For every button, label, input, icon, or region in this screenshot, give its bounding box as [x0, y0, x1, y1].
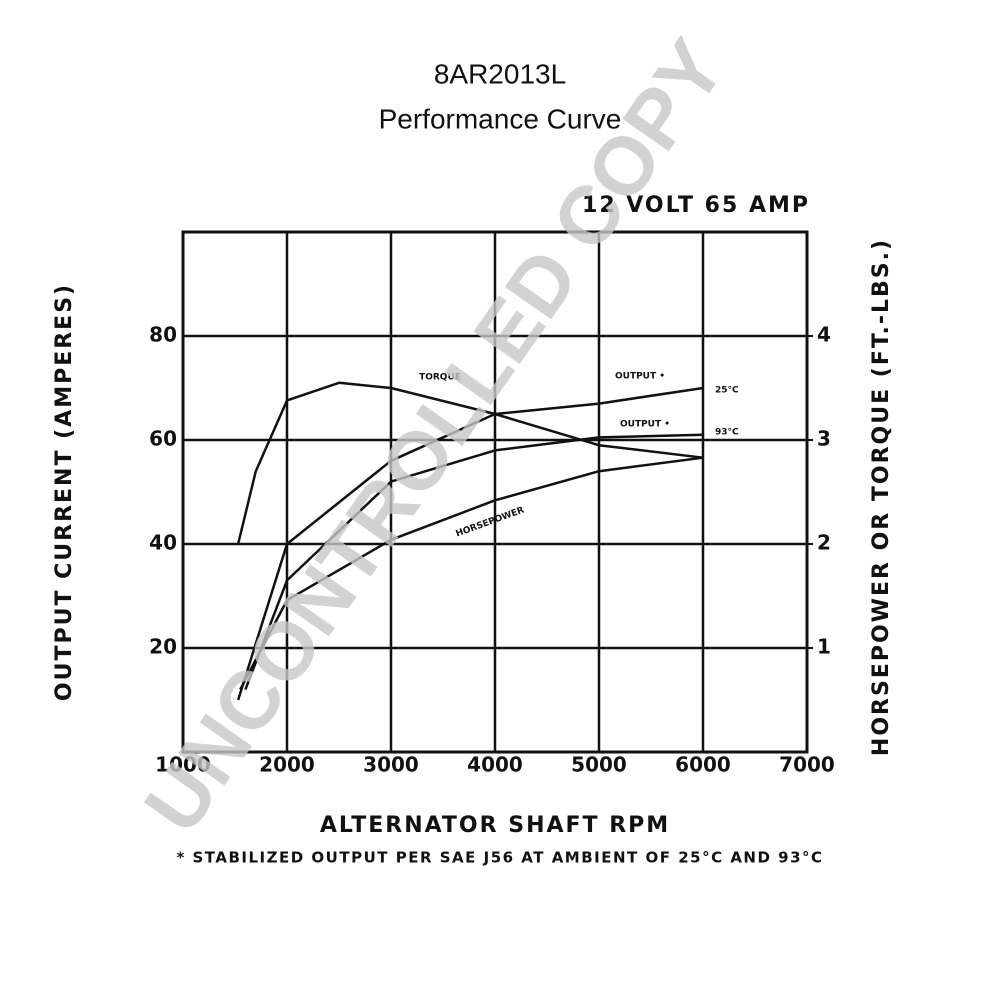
x-tick-label: 5000: [571, 753, 627, 777]
x-tick-label: 4000: [467, 753, 523, 777]
y-axis-label: OUTPUT CURRENT (AMPERES): [52, 283, 77, 701]
footnote: * STABILIZED OUTPUT PER SAE J56 AT AMBIE…: [176, 849, 823, 867]
x-tick-label: 1000: [155, 753, 211, 777]
rating: 12 VOLT 65 AMP: [582, 193, 810, 218]
x-tick-label: 2000: [259, 753, 315, 777]
series-line: [236, 386, 704, 701]
x-tick-label: 6000: [675, 753, 731, 777]
series-line: [244, 433, 704, 691]
y2-tick-label: 3: [817, 427, 831, 451]
series-label: OUTPUT •: [615, 372, 665, 382]
series-line: [239, 456, 704, 691]
annotation: 25°C: [715, 386, 739, 396]
annotation: 93°C: [715, 428, 739, 438]
y-tick-label: 80: [149, 323, 177, 347]
x-tick-label: 7000: [779, 753, 835, 777]
y-tick-label: 40: [149, 531, 177, 555]
y2-axis-label: HORSEPOWER OR TORQUE (FT.-LBS.): [869, 238, 894, 756]
y2-tick-label: 4: [817, 323, 831, 347]
chart-title: 8AR2013L: [434, 58, 566, 89]
x-tick-label: 3000: [363, 753, 419, 777]
series-label: TORQUE: [419, 373, 461, 383]
y-tick-label: 60: [149, 427, 177, 451]
series-label: OUTPUT •: [620, 420, 670, 430]
y2-tick-label: 1: [817, 635, 831, 659]
y2-tick-label: 2: [817, 531, 831, 555]
chart-subtitle: Performance Curve: [379, 103, 622, 134]
x-axis-label: ALTERNATOR SHAFT RPM: [320, 813, 670, 838]
y-tick-label: 20: [149, 635, 177, 659]
